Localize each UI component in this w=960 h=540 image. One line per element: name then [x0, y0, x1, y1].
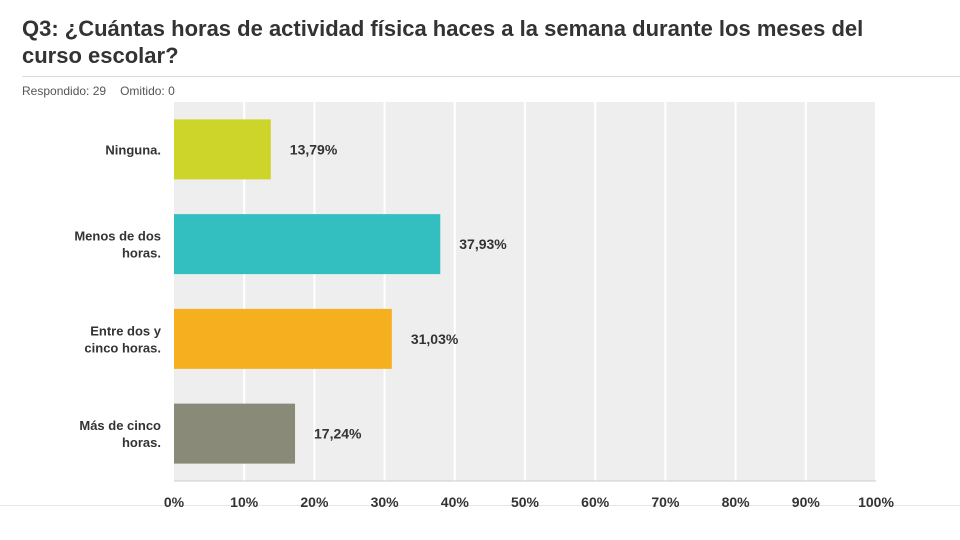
data-label: 31,03% — [411, 331, 459, 347]
x-tick-label: 10% — [230, 494, 259, 510]
x-tick-label: 0% — [164, 494, 185, 510]
x-tick-label: 70% — [651, 494, 680, 510]
bar — [174, 308, 392, 369]
x-tick-label: 30% — [371, 494, 400, 510]
bar — [174, 403, 296, 464]
data-label: 13,79% — [290, 141, 338, 157]
x-tick-label: 40% — [441, 494, 470, 510]
question-title: Q3: ¿Cuántas horas de actividad física h… — [22, 16, 864, 68]
x-tick-label: 20% — [300, 494, 329, 510]
data-label: 37,93% — [459, 236, 507, 252]
response-meta: Respondido: 29 Omitido: 0 — [22, 84, 175, 98]
bottom-divider — [0, 505, 960, 506]
category-label: Más de cinco horas. — [79, 418, 161, 450]
x-tick-label: 60% — [581, 494, 610, 510]
answered-count: Respondido: 29 — [22, 84, 107, 98]
title-divider — [22, 76, 960, 77]
bar — [174, 214, 441, 275]
skipped-count: Omitido: 0 — [120, 84, 175, 98]
category-label: Ninguna. — [105, 142, 161, 157]
x-tick-label: 90% — [792, 494, 821, 510]
category-label: Menos de dos horas. — [74, 229, 161, 261]
x-tick-label: 50% — [511, 494, 540, 510]
bar — [174, 119, 271, 180]
category-label: Entre dos y cinco horas. — [84, 323, 161, 355]
x-tick-label: 100% — [858, 494, 894, 510]
x-tick-label: 80% — [722, 494, 751, 510]
data-label: 17,24% — [314, 426, 362, 442]
